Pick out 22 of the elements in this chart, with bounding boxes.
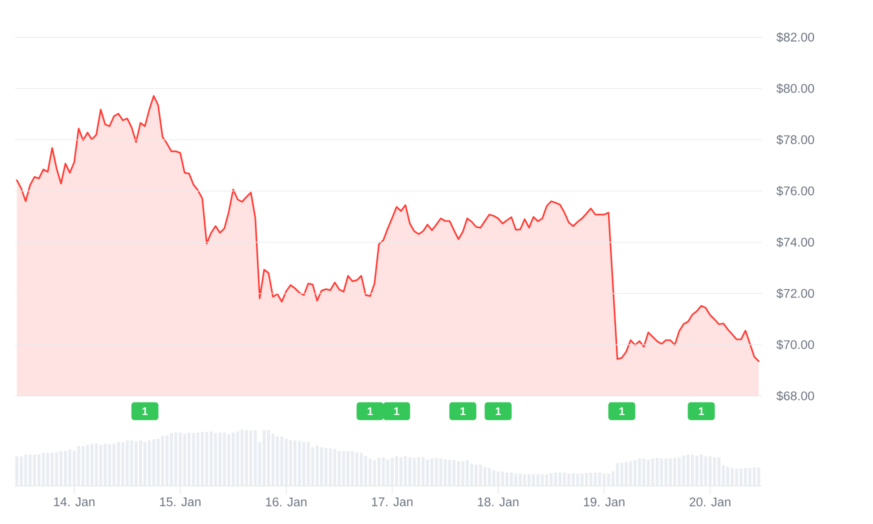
x-tick-label: 20. Jan <box>690 498 730 506</box>
x-tick-label: 19. Jan <box>584 498 624 506</box>
x-tick-label: 18. Jan <box>478 498 518 506</box>
x-tick-label: 16. Jan <box>266 498 306 506</box>
y-tick-label: $82.00 <box>776 32 814 42</box>
annotation: 1 <box>496 407 501 415</box>
annotation: 1 <box>394 407 400 415</box>
y-tick-label: $78.00 <box>776 134 814 145</box>
x-tick-label: 14. Jan <box>54 498 95 506</box>
annotation: 1 <box>368 407 373 415</box>
x-tick-label: 15. Jan <box>160 498 200 506</box>
annotation: 1 <box>698 407 704 415</box>
y-tick-label: $72.00 <box>776 288 814 299</box>
annotation: 1 <box>619 407 625 415</box>
y-tick-label: $74.00 <box>776 237 814 248</box>
y-tick-label: $70.00 <box>776 340 814 350</box>
y-tick-label: $80.00 <box>776 83 814 94</box>
x-tick-label: 17. Jan <box>372 498 412 506</box>
annotation: 1 <box>460 407 466 415</box>
annotation: 1 <box>142 407 148 415</box>
y-tick-label: $68.00 <box>776 390 814 402</box>
y-tick-label: $76.00 <box>776 186 814 196</box>
